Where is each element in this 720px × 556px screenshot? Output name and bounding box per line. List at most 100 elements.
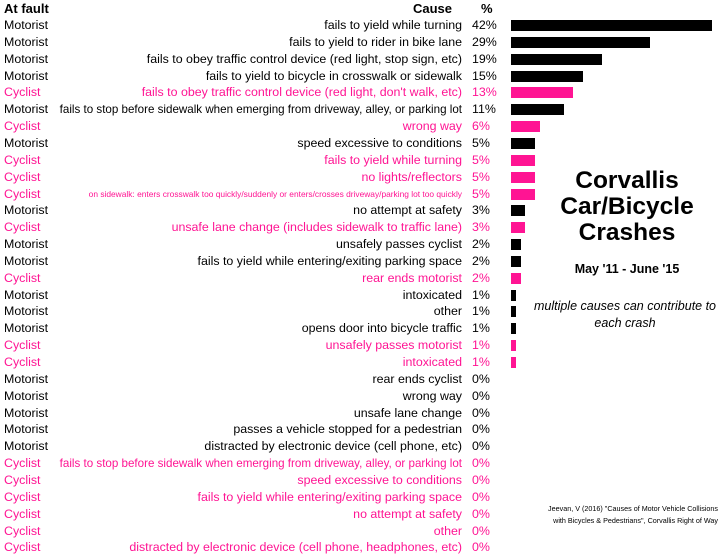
chart-row: Motorist opens door into bicycle traffic 1… <box>0 320 720 337</box>
chart-row: Cyclist fails to obey traffic control dev… <box>0 84 720 101</box>
at-fault-label: Cyclist <box>4 540 41 555</box>
chart-row: Cyclist on sidewalk: enters crosswalk too… <box>0 186 720 203</box>
bar <box>511 36 650 48</box>
chart-row: Motorist rear ends cyclist 0% <box>0 371 720 388</box>
chart-row: Cyclist unsafely passes motorist 1% <box>0 337 720 354</box>
cause-label: unsafe lane change (includes sidewalk to… <box>171 220 462 235</box>
chart-row: Motorist fails to yield to bicycle in cro… <box>0 68 720 85</box>
chart-note: multiple causes can contribute to each c… <box>533 299 717 330</box>
at-fault-label: Motorist <box>4 135 49 150</box>
header-cause: Cause <box>413 1 453 16</box>
chart-row: Motorist no attempt at safety 3% <box>0 202 720 219</box>
cause-label: unsafely passes cyclist <box>335 237 462 252</box>
header-percent: % <box>481 1 493 16</box>
chart-row: Motorist other 1% <box>0 303 720 320</box>
chart-row: Motorist unsafe lane change 0% <box>0 405 720 422</box>
at-fault-label: Motorist <box>4 68 49 83</box>
bar <box>511 20 712 31</box>
percent-label: 5% <box>472 152 490 167</box>
cause-label: no attempt at safety <box>353 506 462 521</box>
percent-label: 5% <box>472 186 490 201</box>
bar <box>511 188 535 200</box>
percent-label: 2% <box>472 270 490 285</box>
percent-label: 29% <box>472 34 497 49</box>
chart-row: Cyclist fails to yield while turning 5% <box>0 152 720 169</box>
chart-row: Motorist speed excessive to conditions 5% <box>0 135 720 152</box>
percent-label: 13% <box>472 85 497 100</box>
cause-label: unsafe lane change <box>353 405 462 420</box>
percent-label: 0% <box>472 456 490 471</box>
header-at-fault: At fault <box>4 1 49 16</box>
chart-source: Jeevan, V (2016) "Causes of Motor Vehicl… <box>548 504 718 525</box>
at-fault-label: Motorist <box>4 237 49 252</box>
bar <box>511 137 535 149</box>
bar <box>511 255 521 267</box>
chart-row: Motorist fails to yield to rider in bike … <box>0 34 720 51</box>
at-fault-label: Motorist <box>4 422 49 437</box>
bar <box>511 289 516 301</box>
percent-label: 1% <box>472 287 490 302</box>
percent-label: 2% <box>472 253 490 268</box>
cause-label: intoxicated <box>402 355 462 369</box>
chart-title: Corvallis Car/Bicycle Crashes <box>552 168 702 246</box>
chart-row: Cyclist distracted by electronic device (… <box>0 539 720 556</box>
cause-label: passes a vehicle stopped for a pedestria… <box>233 422 462 437</box>
chart-row: Cyclist unsafe lane change (includes side… <box>0 219 720 236</box>
bar <box>511 306 516 318</box>
percent-label: 1% <box>472 321 490 336</box>
percent-label: 0% <box>472 388 490 403</box>
percent-label: 1% <box>472 304 490 319</box>
cause-label: opens door into bicycle traffic <box>301 321 462 336</box>
chart-row: Motorist fails to stop before sidewalk wh… <box>0 101 720 118</box>
chart-title-text: Corvallis Car/Bicycle Crashes <box>560 167 694 246</box>
bar <box>511 154 535 166</box>
at-fault-label: Cyclist <box>4 338 41 353</box>
at-fault-label: Motorist <box>4 371 49 386</box>
percent-label: 3% <box>472 220 490 235</box>
cause-label: fails to obey traffic control device (re… <box>141 85 462 100</box>
percent-label: 0% <box>472 489 490 504</box>
at-fault-label: Motorist <box>4 34 49 49</box>
cause-label: speed excessive to conditions <box>297 472 462 487</box>
cause-label: other <box>433 523 462 538</box>
chart-row: Cyclist rear ends motorist 2% <box>0 270 720 287</box>
cause-label: intoxicated <box>402 287 462 302</box>
bar <box>511 121 540 133</box>
bar <box>511 171 535 183</box>
percent-label: 0% <box>472 405 490 420</box>
at-fault-label: Cyclist <box>4 523 41 538</box>
chart-row: Motorist fails to yield while turning 42% <box>0 17 720 34</box>
bar <box>511 87 574 99</box>
bar <box>511 323 516 335</box>
cause-label: no attempt at safety <box>353 203 462 218</box>
at-fault-label: Motorist <box>4 287 49 302</box>
percent-label: 1% <box>472 338 490 353</box>
at-fault-label: Motorist <box>4 203 49 218</box>
at-fault-label: Cyclist <box>4 489 41 504</box>
percent-label: 0% <box>472 506 490 521</box>
chart-row: Cyclist wrong way 6% <box>0 118 720 135</box>
percent-label: 0% <box>472 472 490 487</box>
chart-subtitle: May '11 - June '15 <box>574 262 680 276</box>
cause-label: unsafely passes motorist <box>325 338 462 353</box>
cause-label: speed excessive to conditions <box>297 135 462 150</box>
cause-label: rear ends cyclist <box>372 371 462 386</box>
at-fault-label: Cyclist <box>4 152 41 167</box>
at-fault-label: Motorist <box>4 439 49 454</box>
at-fault-label: Motorist <box>4 405 49 420</box>
at-fault-label: Motorist <box>4 102 49 117</box>
chart-row: Motorist fails to obey traffic control de… <box>0 51 720 68</box>
cause-label: fails to yield to rider in bike lane <box>289 34 462 49</box>
at-fault-label: Cyclist <box>4 456 41 471</box>
at-fault-label: Cyclist <box>4 506 41 521</box>
at-fault-label: Cyclist <box>4 355 41 369</box>
percent-label: 5% <box>472 169 490 184</box>
at-fault-label: Cyclist <box>4 270 41 285</box>
cause-label: distracted by electronic device (cell ph… <box>204 439 462 454</box>
percent-label: 11% <box>472 102 496 117</box>
percent-label: 42% <box>472 18 497 32</box>
bar <box>511 222 526 234</box>
at-fault-label: Motorist <box>4 388 49 403</box>
cause-label: distracted by electronic device (cell ph… <box>129 540 462 555</box>
